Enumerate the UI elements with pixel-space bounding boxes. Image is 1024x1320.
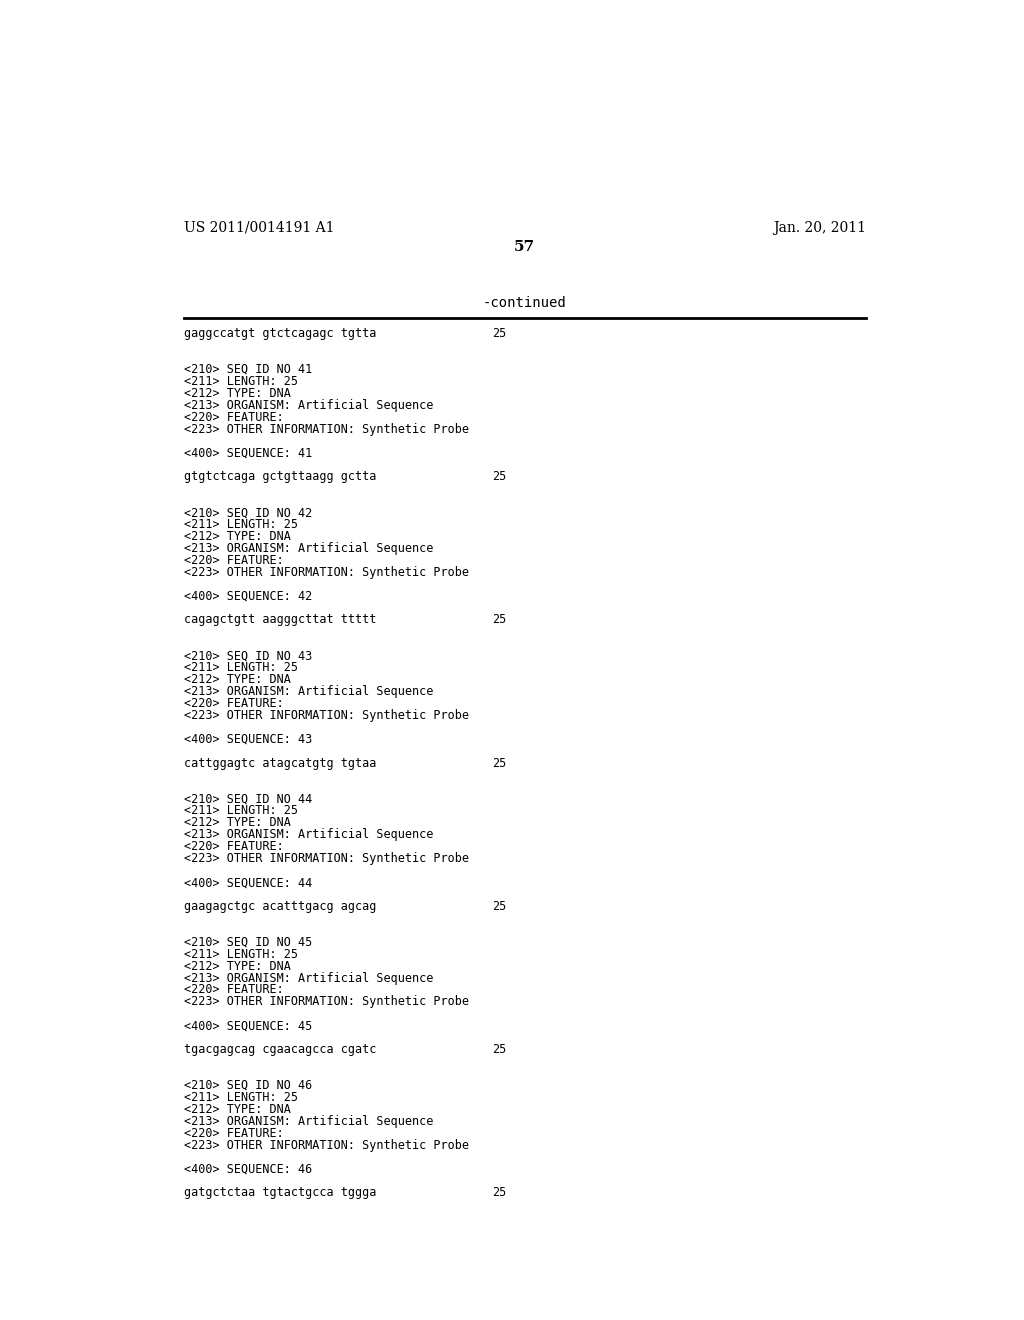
- Text: 25: 25: [493, 756, 507, 770]
- Text: <400> SEQUENCE: 44: <400> SEQUENCE: 44: [183, 876, 312, 890]
- Text: 25: 25: [493, 470, 507, 483]
- Text: <220> FEATURE:: <220> FEATURE:: [183, 554, 284, 566]
- Text: <212> TYPE: DNA: <212> TYPE: DNA: [183, 1102, 291, 1115]
- Text: <400> SEQUENCE: 46: <400> SEQUENCE: 46: [183, 1163, 312, 1176]
- Text: <223> OTHER INFORMATION: Synthetic Probe: <223> OTHER INFORMATION: Synthetic Probe: [183, 709, 469, 722]
- Text: <220> FEATURE:: <220> FEATURE:: [183, 841, 284, 853]
- Text: <212> TYPE: DNA: <212> TYPE: DNA: [183, 387, 291, 400]
- Text: <213> ORGANISM: Artificial Sequence: <213> ORGANISM: Artificial Sequence: [183, 685, 433, 698]
- Text: <400> SEQUENCE: 41: <400> SEQUENCE: 41: [183, 446, 312, 459]
- Text: 25: 25: [493, 327, 507, 341]
- Text: 25: 25: [493, 614, 507, 627]
- Text: <212> TYPE: DNA: <212> TYPE: DNA: [183, 960, 291, 973]
- Text: 57: 57: [514, 240, 536, 253]
- Text: <210> SEQ ID NO 43: <210> SEQ ID NO 43: [183, 649, 312, 663]
- Text: <211> LENGTH: 25: <211> LENGTH: 25: [183, 375, 298, 388]
- Text: <400> SEQUENCE: 43: <400> SEQUENCE: 43: [183, 733, 312, 746]
- Text: <211> LENGTH: 25: <211> LENGTH: 25: [183, 804, 298, 817]
- Text: <223> OTHER INFORMATION: Synthetic Probe: <223> OTHER INFORMATION: Synthetic Probe: [183, 853, 469, 865]
- Text: cagagctgtt aagggcttat ttttt: cagagctgtt aagggcttat ttttt: [183, 614, 376, 627]
- Text: gaagagctgc acatttgacg agcag: gaagagctgc acatttgacg agcag: [183, 900, 376, 913]
- Text: gatgctctaa tgtactgcca tggga: gatgctctaa tgtactgcca tggga: [183, 1187, 376, 1200]
- Text: gtgtctcaga gctgttaagg gctta: gtgtctcaga gctgttaagg gctta: [183, 470, 376, 483]
- Text: <400> SEQUENCE: 42: <400> SEQUENCE: 42: [183, 590, 312, 603]
- Text: US 2011/0014191 A1: US 2011/0014191 A1: [183, 220, 334, 235]
- Text: <220> FEATURE:: <220> FEATURE:: [183, 1127, 284, 1139]
- Text: <210> SEQ ID NO 44: <210> SEQ ID NO 44: [183, 792, 312, 805]
- Text: 25: 25: [493, 1043, 507, 1056]
- Text: <213> ORGANISM: Artificial Sequence: <213> ORGANISM: Artificial Sequence: [183, 829, 433, 841]
- Text: 25: 25: [493, 900, 507, 913]
- Text: <213> ORGANISM: Artificial Sequence: <213> ORGANISM: Artificial Sequence: [183, 972, 433, 985]
- Text: 25: 25: [493, 1187, 507, 1200]
- Text: <223> OTHER INFORMATION: Synthetic Probe: <223> OTHER INFORMATION: Synthetic Probe: [183, 566, 469, 578]
- Text: <210> SEQ ID NO 41: <210> SEQ ID NO 41: [183, 363, 312, 376]
- Text: <211> LENGTH: 25: <211> LENGTH: 25: [183, 1090, 298, 1104]
- Text: <212> TYPE: DNA: <212> TYPE: DNA: [183, 816, 291, 829]
- Text: Jan. 20, 2011: Jan. 20, 2011: [773, 220, 866, 235]
- Text: <211> LENGTH: 25: <211> LENGTH: 25: [183, 661, 298, 675]
- Text: <212> TYPE: DNA: <212> TYPE: DNA: [183, 673, 291, 686]
- Text: <220> FEATURE:: <220> FEATURE:: [183, 983, 284, 997]
- Text: <213> ORGANISM: Artificial Sequence: <213> ORGANISM: Artificial Sequence: [183, 1115, 433, 1127]
- Text: tgacgagcag cgaacagcca cgatc: tgacgagcag cgaacagcca cgatc: [183, 1043, 376, 1056]
- Text: <213> ORGANISM: Artificial Sequence: <213> ORGANISM: Artificial Sequence: [183, 543, 433, 554]
- Text: <220> FEATURE:: <220> FEATURE:: [183, 411, 284, 424]
- Text: -continued: -continued: [483, 296, 566, 310]
- Text: <211> LENGTH: 25: <211> LENGTH: 25: [183, 948, 298, 961]
- Text: gaggccatgt gtctcagagc tgtta: gaggccatgt gtctcagagc tgtta: [183, 327, 376, 341]
- Text: <223> OTHER INFORMATION: Synthetic Probe: <223> OTHER INFORMATION: Synthetic Probe: [183, 1139, 469, 1151]
- Text: cattggagtc atagcatgtg tgtaa: cattggagtc atagcatgtg tgtaa: [183, 756, 376, 770]
- Text: <220> FEATURE:: <220> FEATURE:: [183, 697, 284, 710]
- Text: <223> OTHER INFORMATION: Synthetic Probe: <223> OTHER INFORMATION: Synthetic Probe: [183, 422, 469, 436]
- Text: <211> LENGTH: 25: <211> LENGTH: 25: [183, 517, 298, 531]
- Text: <223> OTHER INFORMATION: Synthetic Probe: <223> OTHER INFORMATION: Synthetic Probe: [183, 995, 469, 1008]
- Text: <210> SEQ ID NO 45: <210> SEQ ID NO 45: [183, 936, 312, 949]
- Text: <212> TYPE: DNA: <212> TYPE: DNA: [183, 529, 291, 543]
- Text: <210> SEQ ID NO 46: <210> SEQ ID NO 46: [183, 1078, 312, 1092]
- Text: <213> ORGANISM: Artificial Sequence: <213> ORGANISM: Artificial Sequence: [183, 399, 433, 412]
- Text: <400> SEQUENCE: 45: <400> SEQUENCE: 45: [183, 1019, 312, 1032]
- Text: <210> SEQ ID NO 42: <210> SEQ ID NO 42: [183, 506, 312, 519]
